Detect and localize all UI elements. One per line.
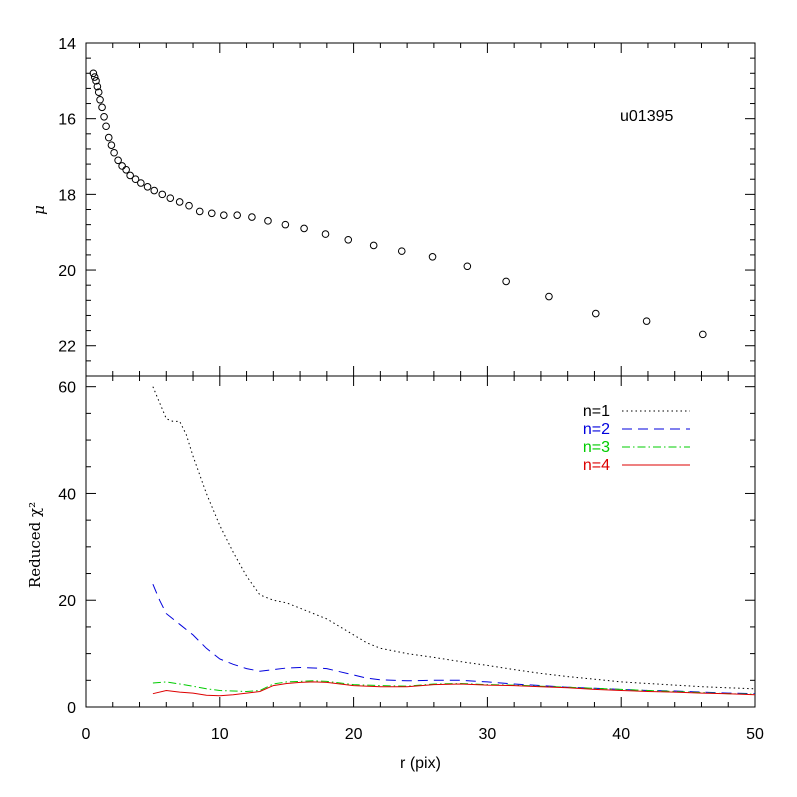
bottom-y-tick-label: 20 — [58, 593, 76, 610]
data-point — [195, 207, 204, 216]
data-point — [126, 171, 134, 180]
bottom-y-tick-label: 40 — [58, 486, 76, 503]
data-point — [122, 165, 130, 174]
data-point — [233, 211, 241, 219]
bottom-y-axis-label: Reduced χ² — [26, 502, 44, 588]
data-point — [502, 277, 510, 286]
data-point — [281, 220, 290, 229]
series-line-n1 — [152, 386, 756, 690]
data-point — [264, 217, 272, 225]
bottom-y-tick-label: 60 — [58, 380, 76, 397]
data-point — [137, 179, 145, 187]
top-plot-frame — [85, 42, 756, 377]
top-y-tick-label: 14 — [58, 36, 76, 53]
data-point — [699, 330, 707, 339]
series-line-n3 — [152, 680, 756, 695]
data-point — [131, 175, 140, 184]
legend-label-n3: n=3 — [583, 439, 610, 456]
data-point — [114, 156, 122, 165]
series-line-n4 — [152, 681, 756, 697]
data-point — [642, 317, 651, 325]
data-point — [107, 141, 116, 149]
data-point — [92, 77, 100, 85]
top-y-tick-label: 20 — [58, 263, 76, 280]
galaxy-id-annotation: u01395 — [620, 108, 673, 125]
data-point — [428, 253, 437, 261]
data-point — [143, 182, 152, 191]
data-point — [90, 73, 99, 81]
surface-brightness-panel: 14 16 18 20 22 μ u01395 — [30, 36, 756, 377]
top-y-tick-label: 18 — [58, 187, 76, 204]
data-point — [94, 88, 103, 96]
data-point — [397, 247, 406, 255]
x-axis-label: r (pix) — [400, 755, 441, 772]
legend-label-n1: n=1 — [583, 403, 610, 420]
data-point — [104, 133, 113, 142]
data-point — [96, 95, 104, 104]
data-point — [93, 82, 102, 91]
data-point — [150, 186, 159, 195]
x-tick-label: 0 — [82, 726, 91, 743]
data-point — [89, 69, 98, 78]
data-point — [220, 211, 228, 219]
data-point — [175, 198, 184, 206]
data-point — [545, 292, 553, 301]
top-y-tick-label: 16 — [58, 112, 76, 129]
x-tick-label: 50 — [746, 726, 764, 743]
data-point — [100, 112, 108, 121]
data-point — [118, 162, 126, 170]
bottom-plot-frame — [85, 375, 756, 708]
data-point — [321, 230, 330, 238]
data-point — [591, 309, 600, 318]
top-y-axis-label: μ — [30, 205, 48, 215]
legend-label-n2: n=2 — [583, 421, 610, 438]
x-tick-label: 30 — [479, 726, 497, 743]
data-point — [344, 235, 353, 244]
data-point — [300, 224, 308, 233]
series-line-n2 — [152, 584, 756, 695]
legend-label-n4: n=4 — [583, 457, 610, 474]
data-point — [207, 209, 216, 218]
x-tick-label: 20 — [345, 726, 363, 743]
data-point — [463, 262, 472, 271]
top-y-tick-label: 22 — [58, 339, 76, 356]
x-tick-label: 40 — [612, 726, 630, 743]
data-point — [158, 190, 167, 199]
data-point — [369, 241, 378, 250]
bottom-y-tick-label: 0 — [67, 700, 76, 717]
data-point — [110, 148, 118, 157]
data-point — [185, 201, 193, 210]
data-point — [248, 213, 256, 221]
data-point — [102, 122, 110, 131]
x-tick-label: 10 — [211, 726, 229, 743]
data-point — [166, 194, 175, 202]
data-point — [98, 103, 106, 112]
